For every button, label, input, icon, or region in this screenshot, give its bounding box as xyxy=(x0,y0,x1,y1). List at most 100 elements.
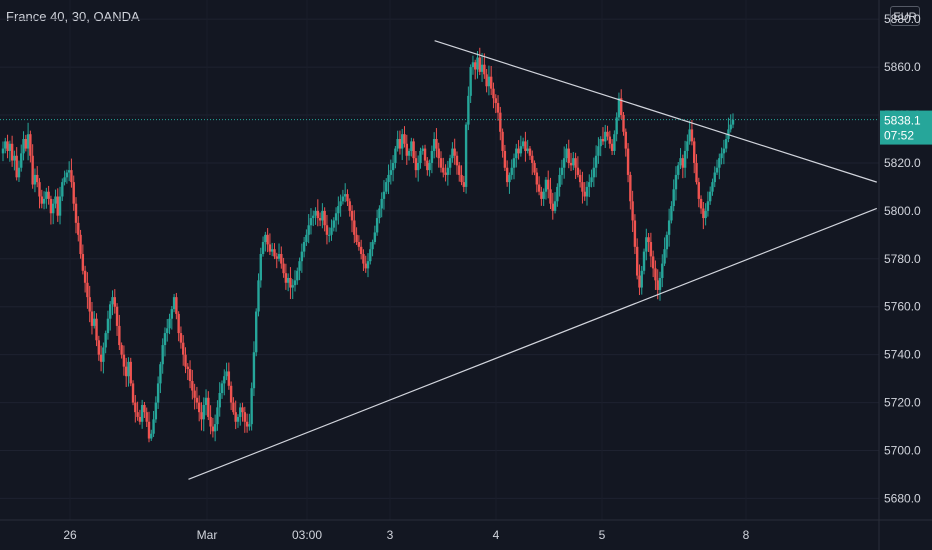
currency-button[interactable]: EUR xyxy=(890,6,920,26)
candle-body xyxy=(697,182,700,199)
candle-body xyxy=(302,242,306,252)
candle-body xyxy=(629,174,632,202)
x-tick-label: 8 xyxy=(743,528,750,542)
candle-body xyxy=(61,182,64,197)
candle-body xyxy=(213,424,217,432)
candle-body xyxy=(407,150,411,156)
candle-body xyxy=(227,371,231,386)
candle-body xyxy=(458,165,461,175)
candle-body xyxy=(492,88,495,99)
candle-body xyxy=(252,352,256,389)
candle-body xyxy=(49,198,53,214)
candle-body xyxy=(510,167,513,175)
candle-body xyxy=(93,318,96,326)
candle-body xyxy=(512,158,516,168)
candle-body xyxy=(79,234,82,255)
candle-body xyxy=(558,174,561,187)
candle-body xyxy=(58,196,62,216)
candle-body xyxy=(264,234,267,243)
bar-countdown: 07:52 xyxy=(884,129,914,143)
candle-body xyxy=(631,201,634,221)
candle-body xyxy=(255,311,258,353)
candle-body xyxy=(29,134,32,156)
candle-body xyxy=(453,148,456,156)
x-tick-label: 03:00 xyxy=(292,528,322,542)
candle-body xyxy=(508,174,511,183)
candle-body xyxy=(129,361,132,384)
candle-body xyxy=(471,62,475,68)
candle-body xyxy=(373,232,377,243)
candle-body xyxy=(118,325,121,346)
candle-body xyxy=(314,210,317,216)
candle-body xyxy=(720,153,723,159)
candle-body xyxy=(410,141,413,151)
candle-body xyxy=(444,172,447,175)
candle-body xyxy=(152,419,155,434)
candle-body xyxy=(63,177,66,183)
candle-body xyxy=(318,218,322,221)
candle-body xyxy=(305,234,308,243)
candle-body xyxy=(113,297,116,307)
candle-body xyxy=(715,167,719,173)
candle-body xyxy=(615,117,618,135)
candle-body xyxy=(387,174,390,183)
candle-body xyxy=(234,412,237,422)
candle-body xyxy=(179,333,183,343)
candle-body xyxy=(695,162,698,183)
candle-body xyxy=(293,280,297,286)
trendlines xyxy=(188,40,877,480)
candle-body xyxy=(312,215,315,219)
x-tick-label: 5 xyxy=(599,528,606,542)
candle-body xyxy=(435,138,438,149)
candle-body xyxy=(544,179,548,192)
candle-body xyxy=(124,366,128,377)
candle-body xyxy=(163,333,167,346)
time-axis: 26 Mar 03:00 3 4 5 8 xyxy=(0,519,932,542)
candle-body xyxy=(284,273,288,283)
candle-body xyxy=(291,285,294,288)
candle-body xyxy=(594,155,598,168)
candle-body xyxy=(599,138,602,147)
candle-body xyxy=(480,64,484,72)
candle-body xyxy=(111,297,114,305)
candle-body xyxy=(334,213,338,221)
candle-body xyxy=(186,366,189,370)
candle-body xyxy=(40,196,43,204)
candle-body xyxy=(348,201,351,211)
candle-body xyxy=(202,404,205,420)
candle-body xyxy=(72,182,75,204)
x-tick-label: Mar xyxy=(197,528,218,542)
candle-body xyxy=(446,167,450,175)
candle-body xyxy=(26,134,30,149)
candle-body xyxy=(412,141,415,159)
candle-body xyxy=(679,158,682,166)
candle-body xyxy=(542,191,545,199)
candle-body xyxy=(647,237,650,243)
candle-body xyxy=(540,191,543,199)
candle-body xyxy=(8,143,12,151)
candle-body xyxy=(99,354,103,362)
candle-body xyxy=(574,158,577,168)
candle-body xyxy=(624,131,627,149)
candle-body xyxy=(526,148,529,151)
candle-body xyxy=(667,220,671,235)
candle-body xyxy=(416,162,420,171)
candle-body xyxy=(90,311,94,326)
y-tick-label: 5700.0 xyxy=(884,444,921,458)
candle-body xyxy=(209,416,212,427)
candle-body xyxy=(604,131,607,142)
candle-body xyxy=(531,155,534,163)
candle-body xyxy=(469,67,472,96)
candle-body xyxy=(455,155,459,166)
candle-body xyxy=(677,165,680,175)
candle-body xyxy=(547,179,550,190)
candle-body xyxy=(403,134,406,144)
candle-body xyxy=(487,76,491,87)
candle-body xyxy=(562,158,566,168)
candle-body xyxy=(654,268,657,281)
candle-body xyxy=(419,150,422,163)
candle-body xyxy=(688,129,691,142)
candle-body xyxy=(371,242,374,250)
symbol-title: France 40, 30, OANDA xyxy=(6,9,140,24)
